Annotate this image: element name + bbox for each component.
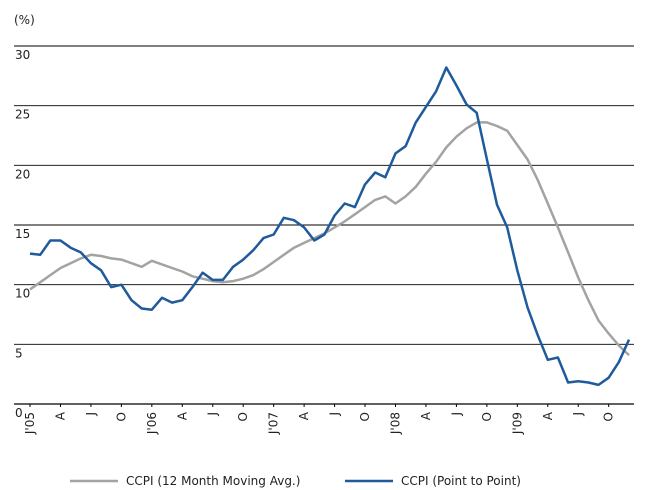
- series-line: [29, 66, 631, 387]
- x-tick-label: A: [297, 411, 311, 420]
- y-tick-label: 15: [15, 227, 30, 241]
- x-tick-label: J: [571, 412, 585, 417]
- legend-label: CCPI (Point to Point): [401, 474, 521, 488]
- x-tick-label: O: [358, 412, 372, 421]
- x-tick-label: A: [53, 411, 67, 420]
- x-tick-label: O: [114, 412, 128, 421]
- x-tick-label: A: [175, 411, 189, 420]
- x-tick-label: J'09: [510, 412, 524, 435]
- x-tick-label: J: [328, 412, 342, 417]
- x-tick-label: O: [480, 412, 494, 421]
- x-tick-label: O: [602, 412, 616, 421]
- x-tick-label: A: [541, 411, 555, 420]
- y-tick-label: 25: [15, 108, 30, 122]
- x-tick-label: J'07: [267, 412, 281, 435]
- x-tick-label: J: [206, 412, 220, 417]
- series-line: [29, 121, 630, 357]
- x-tick-label: O: [236, 412, 250, 421]
- y-tick-label: 5: [15, 346, 23, 360]
- legend-label: CCPI (12 Month Moving Avg.): [126, 474, 300, 488]
- y-tick-label: 0: [15, 406, 23, 420]
- y-tick-label: 20: [15, 167, 30, 181]
- y-axis-label: (%): [14, 13, 35, 27]
- x-tick-label: J'06: [145, 412, 159, 435]
- x-tick-label: J'05: [23, 412, 37, 435]
- x-tick-label: J: [84, 412, 98, 417]
- x-tick-label: J: [449, 412, 463, 417]
- x-tick-label: A: [419, 411, 433, 420]
- x-tick-label: J'08: [388, 412, 402, 435]
- y-tick-label: 30: [15, 48, 30, 62]
- y-tick-label: 10: [15, 287, 30, 301]
